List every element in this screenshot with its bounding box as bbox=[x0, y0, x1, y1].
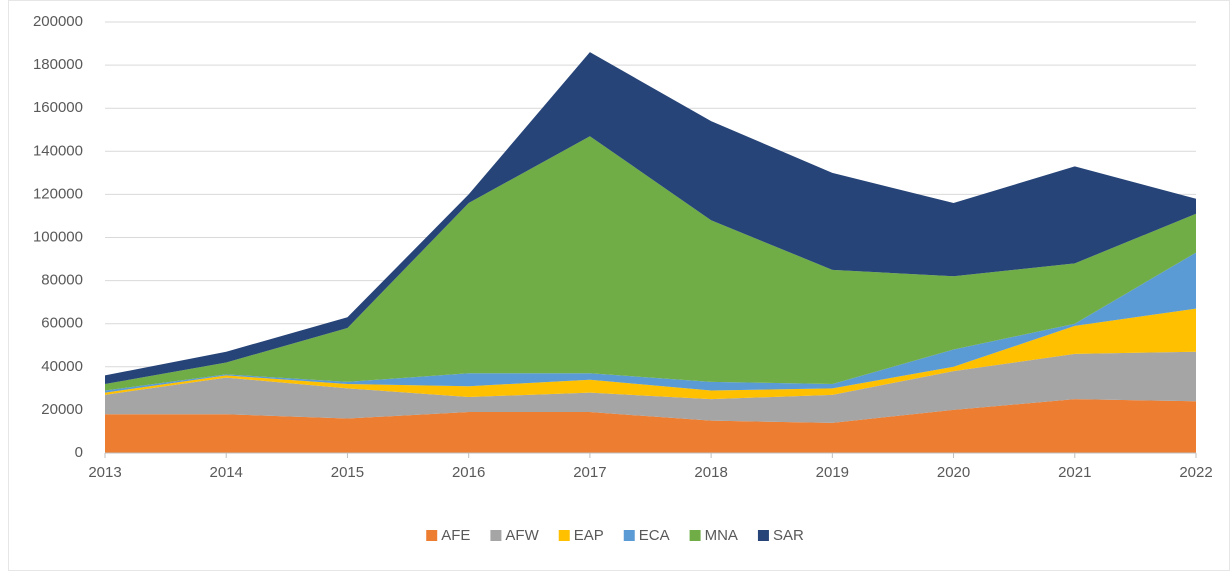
x-tick-label: 2015 bbox=[331, 464, 364, 481]
area bbox=[105, 52, 1196, 385]
x-tick-label: 2014 bbox=[210, 464, 243, 481]
y-tick-label: 160000 bbox=[33, 99, 83, 116]
y-tick-label: 40000 bbox=[41, 358, 83, 375]
y-tick-label: 180000 bbox=[33, 56, 83, 73]
y-tick-label: 20000 bbox=[41, 401, 83, 418]
x-tick-label: 2021 bbox=[1058, 464, 1091, 481]
y-tick-label: 80000 bbox=[41, 272, 83, 289]
x-tick-label: 2013 bbox=[88, 464, 121, 481]
y-tick-label: 0 bbox=[75, 444, 83, 461]
legend-label: MNA bbox=[705, 527, 738, 544]
legend-swatch bbox=[558, 530, 570, 541]
legend-label: AFE bbox=[441, 527, 470, 544]
legend: AFE AFW EAP ECA MNA SAR bbox=[426, 527, 804, 544]
y-tick-label: 140000 bbox=[33, 142, 83, 159]
legend-label: SAR bbox=[773, 527, 804, 544]
x-tick-label: 2022 bbox=[1179, 464, 1212, 481]
legend-label: EAP bbox=[574, 527, 604, 544]
x-tick-label: 2018 bbox=[694, 464, 727, 481]
x-tick-label: 2017 bbox=[573, 464, 606, 481]
legend-label: ECA bbox=[639, 527, 670, 544]
y-tick-label: 120000 bbox=[33, 185, 83, 202]
legend-swatch bbox=[623, 530, 635, 541]
area bbox=[105, 399, 1196, 453]
legend-swatch bbox=[757, 530, 769, 541]
legend-swatch bbox=[426, 530, 438, 541]
y-tick-label: 100000 bbox=[33, 228, 83, 245]
y-tick-label: 60000 bbox=[41, 315, 83, 332]
area bbox=[105, 308, 1196, 400]
area bbox=[105, 136, 1196, 391]
legend-swatch bbox=[689, 530, 701, 541]
x-tick-label: 2016 bbox=[452, 464, 485, 481]
y-tick-label: 200000 bbox=[33, 13, 83, 30]
legend-swatch bbox=[490, 530, 502, 541]
x-tick-label: 2019 bbox=[816, 464, 849, 481]
x-tick-label: 2020 bbox=[937, 464, 970, 481]
legend-label: AFW bbox=[505, 527, 539, 544]
area bbox=[105, 351, 1196, 423]
